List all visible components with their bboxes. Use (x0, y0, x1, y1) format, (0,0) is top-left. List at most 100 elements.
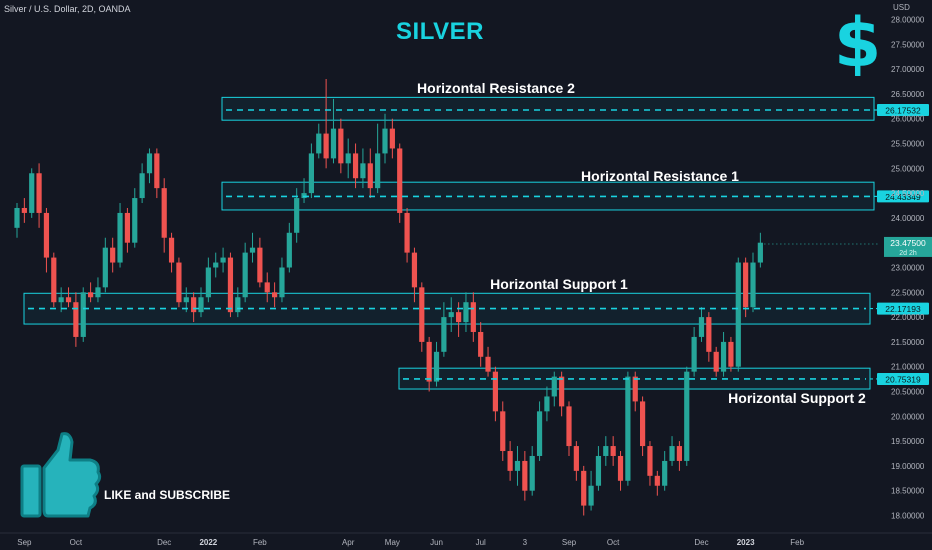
price-tick-label: 26.50000 (891, 90, 925, 99)
candle-body (249, 247, 256, 253)
candle-body (88, 292, 94, 298)
time-tick-label: 2023 (737, 538, 755, 547)
candle-body (220, 257, 226, 263)
candle-body (691, 336, 697, 372)
candle-body (352, 153, 359, 179)
candle-body (684, 371, 690, 461)
candle-body (647, 446, 653, 476)
candle-body (603, 446, 609, 456)
candle-body (279, 267, 285, 298)
candle-body (168, 237, 175, 263)
candle-body (191, 297, 197, 313)
time-tick-label: Oct (607, 538, 620, 547)
candle-body (426, 341, 432, 382)
last-price-label: 23.47500 (890, 238, 926, 248)
time-tick-label: Feb (253, 538, 267, 547)
candle-body (610, 446, 616, 456)
candle-body (242, 252, 248, 298)
candle-body (205, 267, 211, 298)
time-tick-label: Jul (476, 538, 486, 547)
last-price-countdown: 2d 2h (899, 250, 917, 257)
price-tick-label: 23.00000 (891, 264, 925, 273)
price-tag (877, 190, 929, 203)
candle-body (154, 153, 160, 189)
candle-body (750, 262, 756, 308)
price-tick-label: 19.00000 (891, 462, 925, 471)
candle-body (720, 341, 727, 372)
candle-body (411, 252, 418, 288)
price-tick-label: 20.00000 (891, 412, 925, 421)
candle-body (330, 128, 337, 159)
time-tick-label: Dec (157, 538, 171, 547)
zone-label: Horizontal Resistance 1 (581, 168, 739, 184)
candle-body (397, 148, 403, 213)
candle-body (743, 262, 749, 308)
candle-body (117, 212, 123, 263)
candle-body (308, 153, 314, 194)
like-subscribe-text: LIKE and SUBSCRIBE (104, 488, 231, 502)
zone-label: Horizontal Resistance 2 (417, 80, 575, 96)
price-tick-label: 24.50000 (891, 189, 925, 198)
candle-body (375, 153, 381, 189)
zone-box (221, 96, 875, 121)
candle-body (132, 198, 138, 243)
candle-body (14, 207, 20, 228)
zone-lines: 26.17532 24.43349 22.17193 20.75319 (28, 104, 929, 385)
candles (14, 79, 763, 516)
candle-body (419, 287, 425, 342)
time-tick-label: Dec (694, 538, 708, 547)
candle-body (522, 460, 528, 491)
price-tag (877, 104, 929, 117)
price-tag-label: 20.75319 (885, 374, 921, 384)
candle-body (102, 247, 108, 288)
time-tick-label: May (385, 538, 400, 547)
price-tag-label: 24.43349 (885, 192, 921, 202)
candle-body (227, 257, 234, 313)
zone-label: Horizontal Support 2 (728, 390, 866, 406)
candle-body (448, 312, 454, 318)
candle-body (161, 188, 167, 238)
candle-body (338, 128, 344, 164)
candle-body (198, 297, 204, 313)
candle-body (58, 297, 64, 303)
symbol-info: Silver / U.S. Dollar, 2D, OANDA (4, 4, 131, 14)
price-tick-label: 19.50000 (891, 437, 925, 446)
candle-body (51, 257, 57, 303)
candle-body (345, 153, 351, 164)
candle-body (73, 302, 79, 337)
candle-body (654, 475, 660, 486)
candle-body (595, 455, 602, 486)
candle-body (640, 401, 646, 447)
candle-body (492, 371, 498, 412)
candle-body (456, 312, 462, 323)
candle-body (110, 247, 116, 263)
price-tick-label: 18.50000 (891, 487, 925, 496)
candle-body (21, 207, 27, 213)
time-tick-label: Apr (342, 538, 355, 547)
candle-body (264, 282, 270, 293)
candle-body (662, 460, 668, 486)
price-tick-label: 28.00000 (891, 16, 925, 25)
candle-body (404, 212, 410, 253)
candle-body (588, 485, 594, 506)
price-tag-label: 22.17193 (885, 304, 921, 314)
candle-body (551, 376, 557, 397)
price-tick-label: 22.50000 (891, 288, 925, 297)
time-tick-label: Sep (562, 538, 577, 547)
candle-body (382, 128, 388, 154)
candle-body (478, 331, 484, 357)
candle-body (514, 460, 521, 471)
price-tick-label: 20.50000 (891, 388, 925, 397)
candle-body (433, 351, 440, 382)
candle-body (65, 297, 72, 303)
candle-body (507, 451, 513, 471)
candle-body (669, 446, 675, 461)
candle-body (735, 262, 741, 367)
candle-body (183, 297, 189, 303)
price-tick-label: 27.00000 (891, 65, 925, 74)
candle-body (213, 262, 219, 268)
candle-body (706, 317, 712, 352)
candle-body (698, 317, 705, 337)
last-price-tag (884, 236, 932, 257)
